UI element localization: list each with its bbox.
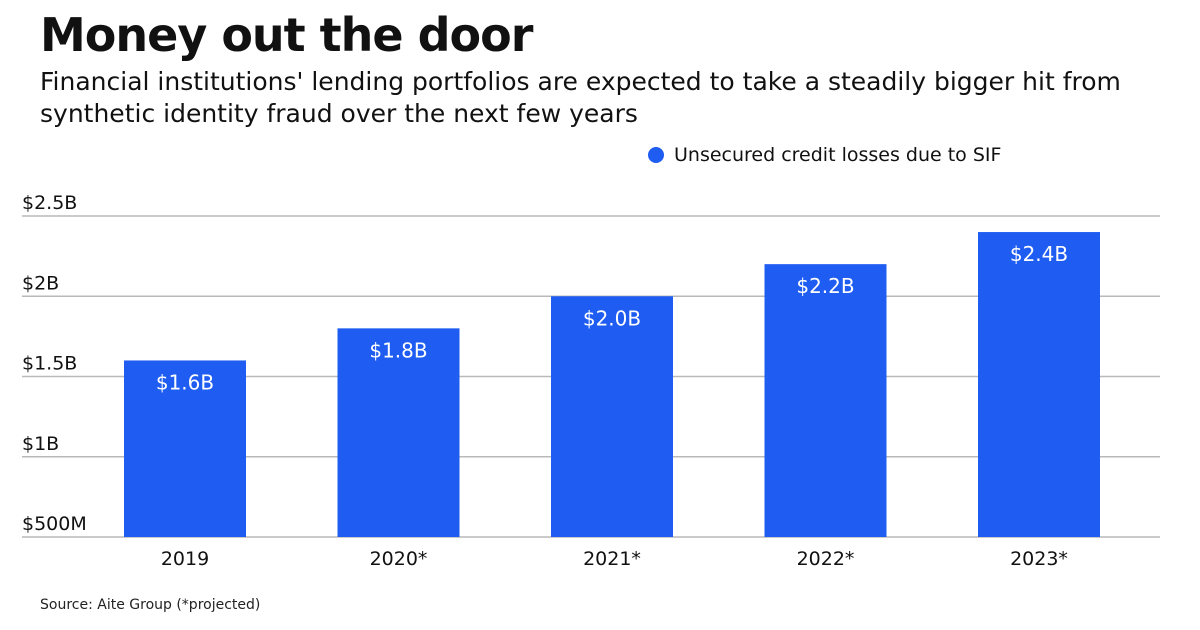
bar-data-label: $2.0B <box>583 306 641 330</box>
chart-subtitle: Financial institutions' lending portfoli… <box>40 67 1121 128</box>
source-note: Source: Aite Group (*projected) <box>40 597 261 613</box>
legend-marker <box>648 147 664 163</box>
bar-chart: $500M $1B $1.5B $2B $2.5B $1.6B 2019 $1.8B 2020*… <box>22 192 1160 570</box>
bar <box>337 328 460 537</box>
chart-title: Money out the door <box>40 8 533 62</box>
y-tick-label: $500M <box>22 513 87 535</box>
chart-legend: Unsecured credit losses due to SIF <box>648 144 1001 166</box>
bar <box>551 296 673 537</box>
x-tick-label: 2019 <box>161 548 209 570</box>
y-tick-label: $2.5B <box>22 192 77 214</box>
x-tick-label: 2021* <box>583 548 641 570</box>
x-tick-label: 2022* <box>797 548 855 570</box>
x-tick-label: 2023* <box>1010 548 1068 570</box>
bar-data-label: $1.6B <box>156 370 214 394</box>
bar <box>124 360 246 537</box>
bar-data-label: $2.2B <box>796 274 854 298</box>
y-tick-label: $2B <box>22 272 59 294</box>
bar-data-label: $1.8B <box>369 338 427 362</box>
y-tick-label: $1B <box>22 433 59 455</box>
legend-label: Unsecured credit losses due to SIF <box>674 144 1002 166</box>
bar <box>764 264 887 537</box>
y-tick-label: $1.5B <box>22 353 77 375</box>
bar-data-label: $2.4B <box>1010 242 1068 266</box>
bar <box>978 232 1100 538</box>
x-tick-label: 2020* <box>370 548 428 570</box>
